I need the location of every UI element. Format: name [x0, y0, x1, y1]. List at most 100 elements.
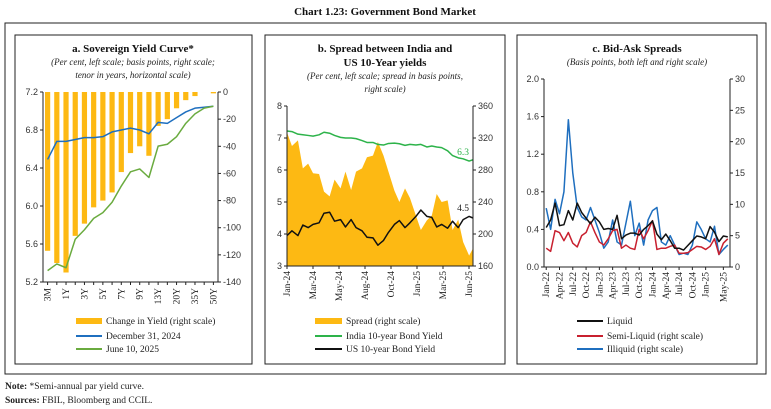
left-tick-label: 4 — [277, 229, 282, 239]
change-in-yield-bar — [210, 92, 216, 94]
change-in-yield-bar — [100, 92, 106, 201]
right-tick-label: 160 — [478, 261, 493, 271]
dec-2024-yield-line — [46, 105, 214, 160]
panel-a-title: a. Sovereign Yield Curve* — [72, 43, 194, 55]
legend-label-change-in-yield: Change in Yield (right scale) — [106, 316, 215, 327]
left-tick-label: 6.0 — [25, 201, 38, 211]
figure-frame — [4, 22, 767, 375]
panel-b-legend: Spread (right scale) India 10-year Bond … — [315, 316, 443, 355]
x-tick-label: 13Y — [154, 288, 164, 305]
x-tick-label: 35Y — [191, 288, 201, 305]
change-in-yield-bar — [192, 92, 198, 97]
change-in-yield-bar — [137, 92, 143, 147]
right-tick-label: -40 — [223, 141, 236, 151]
sources-label: Sources: — [5, 396, 40, 406]
panel-b-subtitle-line2: right scale) — [364, 84, 405, 94]
note-text: *Semi-annual par yield curve. — [30, 382, 145, 392]
semi-liquid-line — [545, 219, 729, 256]
legend-swatch-spread — [315, 318, 342, 324]
x-tick-label: Aug-24 — [361, 271, 371, 300]
change-in-yield-bar — [164, 92, 170, 120]
legend-label-semi-liquid: Semi-Liquid (right scale) — [607, 331, 703, 342]
change-in-yield-bar — [173, 92, 180, 109]
left-tick-label: 3 — [277, 261, 282, 271]
legend-label-liquid: Liquid — [607, 317, 633, 327]
x-tick-label: Mar-25 — [439, 271, 449, 300]
panel-a-subtitle-line1: (Per cent, left scale; basis points, rig… — [51, 57, 215, 67]
change-in-yield-bar — [91, 92, 97, 208]
x-tick-label: Jan-22 — [542, 272, 552, 298]
right-tick-label: 360 — [478, 101, 493, 111]
spread-area — [287, 132, 473, 266]
left-tick-label: 5.2 — [25, 277, 38, 287]
right-tick-label: 240 — [478, 197, 493, 207]
x-tick-label: 3M — [44, 287, 54, 301]
note-label: Note: — [5, 382, 27, 392]
x-tick-label: Jan-23 — [595, 272, 605, 298]
panel-b-title-line2: US 10-Year yields — [344, 57, 428, 69]
left-tick-label: 0.0 — [526, 262, 539, 272]
legend-label-dec-2024: December 31, 2024 — [106, 332, 181, 342]
right-tick-label: 20 — [735, 137, 745, 147]
x-tick-label: Oct-22 — [582, 272, 592, 299]
x-tick-label: Jan-24 — [283, 271, 293, 297]
legend-swatch-change-in-yield — [76, 318, 102, 324]
illiquid-line — [545, 118, 729, 256]
legend-label-jun-2025: June 10, 2025 — [106, 345, 159, 355]
right-tick-label: 200 — [478, 229, 493, 239]
x-tick-label: Jul-24 — [675, 272, 685, 296]
liquid-line — [545, 202, 728, 251]
legend-label-india: India 10-year Bond Yield — [346, 332, 443, 342]
right-tick-label: 5 — [735, 231, 740, 241]
panel-b-title-line1: b. Spread between India and — [318, 43, 453, 55]
x-tick-label: Jul-23 — [622, 272, 632, 296]
left-tick-label: 7.2 — [25, 87, 38, 97]
right-tick-label: -140 — [223, 277, 241, 287]
india-10y-yield-line — [286, 130, 474, 162]
panel-c-plot: 2.0 1.6 1.2 0.8 0.4 0.0 30 25 20 15 10 5 0 Jan-22 Apr-… — [526, 74, 745, 302]
panel-c-title: c. Bid-Ask Spreads — [592, 43, 682, 55]
left-tick-label: 1.2 — [526, 149, 539, 159]
note: Note: *Semi-annual par yield curve. — [5, 382, 144, 392]
change-in-yield-bar — [81, 92, 88, 224]
change-in-yield-bar — [118, 92, 124, 173]
right-tick-label: 320 — [478, 133, 493, 143]
panel-a-legend: Change in Yield (right scale) December 3… — [76, 316, 215, 355]
figure-title: Chart 1.23: Government Bond Market — [294, 6, 476, 18]
right-tick-label: 280 — [478, 165, 493, 175]
x-tick-label: Jan-24 — [649, 272, 659, 298]
us-yield-end-label: 4.5 — [457, 204, 469, 214]
right-tick-label: 30 — [735, 74, 745, 84]
x-tick-label: 20Y — [173, 288, 183, 305]
jun-2025-yield-line — [47, 105, 214, 272]
x-tick-label: Oct-23 — [635, 272, 645, 299]
left-tick-label: 0.4 — [526, 224, 539, 234]
x-tick-label: Jan-25 — [702, 272, 712, 298]
change-in-yield-bar — [146, 92, 152, 156]
change-in-yield-bar — [72, 92, 78, 236]
x-tick-label: May-24 — [335, 271, 345, 301]
x-tick-label: Jul-22 — [569, 272, 579, 296]
panel-b-subtitle-line1: (Per cent, left scale; spread in basis p… — [307, 71, 463, 81]
x-tick-label: Apr-23 — [609, 272, 619, 299]
x-tick-label: 7Y — [117, 288, 127, 300]
left-tick-label: 1.6 — [526, 112, 539, 122]
change-in-yield-bar — [63, 92, 69, 273]
left-tick-label: 6.4 — [25, 163, 38, 173]
right-tick-label: 15 — [735, 168, 745, 178]
left-tick-label: 8 — [277, 101, 282, 111]
x-tick-label: May-25 — [719, 272, 729, 302]
x-tick-label: Jan-25 — [413, 271, 423, 297]
panel-c-frame — [516, 34, 758, 365]
india-yield-end-label: 6.3 — [457, 148, 469, 158]
legend-label-us: US 10-year Bond Yield — [346, 345, 435, 355]
change-in-yield-bar — [183, 92, 189, 101]
left-tick-label: 6 — [277, 165, 282, 175]
change-in-yield-bar — [109, 92, 115, 193]
panel-a-plot: 7.2 6.8 6.4 6.0 5.6 5.2 0 -20 -40 -60 -80 -100 -120 -… — [25, 87, 241, 304]
left-tick-label: 6.8 — [25, 125, 38, 135]
right-tick-label: 0 — [735, 262, 740, 272]
right-tick-label: -20 — [223, 114, 236, 124]
sources-text: FBIL, Bloomberg and CCIL. — [42, 396, 152, 406]
